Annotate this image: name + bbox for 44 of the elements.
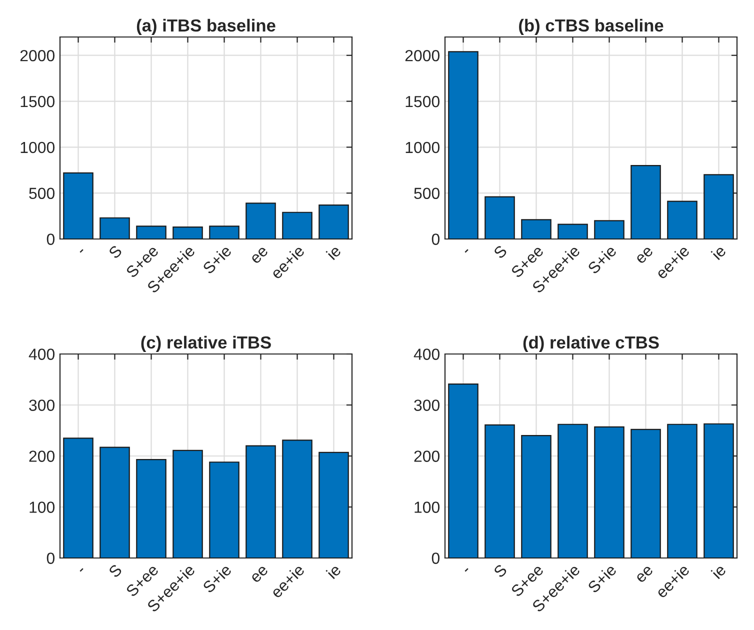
y-tick-label: 0 bbox=[46, 234, 55, 245]
x-tick-label: ee bbox=[250, 246, 269, 264]
x-tick-label: ee bbox=[250, 565, 269, 584]
x-tick-label: S bbox=[493, 564, 508, 578]
x-tick-label: S bbox=[493, 244, 508, 260]
y-tick-label: 1500 bbox=[20, 96, 55, 108]
y-tick-label: 1000 bbox=[20, 142, 55, 154]
y-tick-label: 0 bbox=[432, 552, 440, 564]
y-tick-label: 100 bbox=[30, 502, 55, 513]
y-tick-label: 200 bbox=[29, 450, 55, 462]
x-tick-label: S+ie bbox=[202, 563, 232, 594]
y-tick-label: 0 bbox=[432, 234, 440, 245]
y-tick-label: 2000 bbox=[405, 50, 440, 62]
chart-title: (c) relative iTBS bbox=[141, 336, 271, 352]
x-tick-label: S+ie bbox=[202, 244, 232, 275]
y-tick-label: 1000 bbox=[406, 142, 440, 154]
y-tick-label: 1500 bbox=[406, 96, 440, 108]
x-tick-label: ee bbox=[636, 246, 654, 264]
y-tick-label: 300 bbox=[414, 400, 440, 411]
x-tick-label: ie bbox=[326, 563, 342, 580]
chart-title: (d) relative cTBS bbox=[523, 336, 659, 352]
chart-title: (a) iTBS baseline bbox=[136, 18, 276, 36]
x-tick-label: ie bbox=[326, 244, 342, 260]
y-tick-label: 0 bbox=[46, 552, 55, 564]
y-tick-label: 300 bbox=[29, 400, 55, 411]
y-tick-label: 400 bbox=[28, 348, 55, 360]
y-tick-label: 500 bbox=[414, 188, 440, 200]
x-tick-label: S bbox=[108, 244, 123, 260]
x-tick-label: S+ie bbox=[586, 244, 618, 275]
y-tick-label: 200 bbox=[414, 450, 440, 462]
x-tick-label: - bbox=[464, 568, 468, 572]
x-tick-label: - bbox=[464, 249, 468, 253]
x-tick-label: ie bbox=[710, 244, 727, 260]
y-tick-label: 2000 bbox=[20, 50, 55, 62]
x-tick-label: - bbox=[80, 568, 84, 572]
y-tick-label: 100 bbox=[414, 502, 440, 513]
y-tick-label: 400 bbox=[414, 348, 440, 360]
x-tick-label: S+ie bbox=[586, 563, 618, 594]
chart-title: (b) cTBS baseline bbox=[519, 18, 664, 36]
x-tick-label: - bbox=[80, 249, 84, 253]
y-tick-label: 500 bbox=[29, 188, 55, 200]
x-tick-label: S bbox=[108, 564, 123, 578]
x-tick-label: ee bbox=[636, 565, 654, 584]
x-tick-label: ie bbox=[710, 563, 727, 580]
